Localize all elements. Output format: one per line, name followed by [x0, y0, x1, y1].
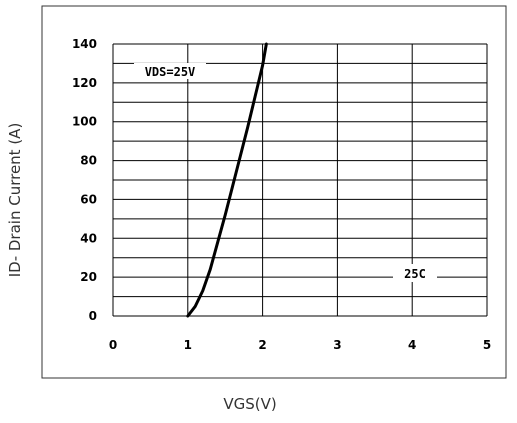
- x-tick-label: 5: [483, 338, 491, 352]
- annotation-label: VDS=25V: [145, 65, 196, 79]
- y-tick-label: 140: [72, 37, 97, 51]
- x-tick-label: 0: [109, 338, 117, 352]
- x-tick-label: 2: [258, 338, 266, 352]
- y-tick-label: 0: [89, 309, 97, 323]
- y-tick-label: 60: [80, 192, 97, 206]
- annotation-bg: [134, 63, 206, 79]
- x-tick-label: 4: [408, 338, 416, 352]
- tick-labels: 0 1 2 3 4 5 0 20 40 60 80 100 120 140: [72, 37, 491, 352]
- x-tick-label: 1: [184, 338, 192, 352]
- x-tick-label: 3: [333, 338, 341, 352]
- annotation-bg: [393, 264, 437, 282]
- y-tick-label: 40: [80, 231, 97, 245]
- y-tick-label: 80: [80, 154, 97, 168]
- annotations: VDS=25V 25C: [134, 63, 437, 282]
- y-axis-title: ID- Drain Current (A): [6, 123, 24, 278]
- series-line-layer: [186, 42, 268, 318]
- y-tick-label: 20: [80, 270, 97, 284]
- series-line: [186, 42, 268, 318]
- y-tick-label: 120: [72, 76, 97, 90]
- y-tick-label: 100: [72, 115, 97, 129]
- x-axis-title: VGS(V): [223, 395, 276, 413]
- annotation-label: 25C: [404, 267, 426, 281]
